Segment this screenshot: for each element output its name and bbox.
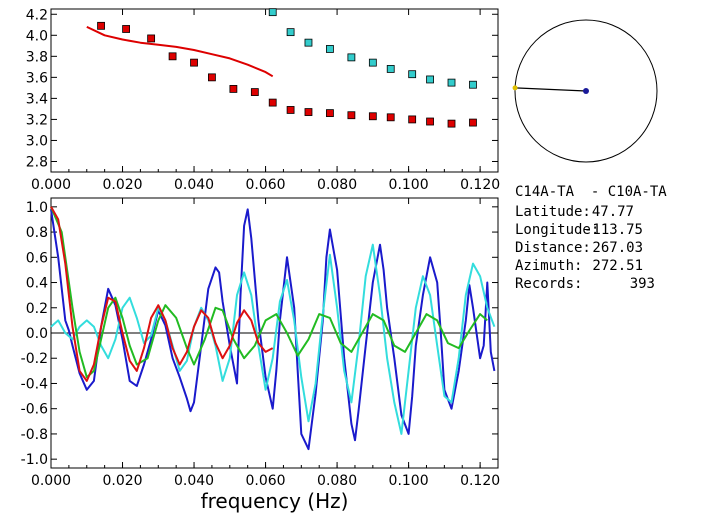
azimuth-line	[515, 87, 587, 92]
info-label: Records:	[515, 276, 583, 292]
info-row-longitude: Longitude: -113.75	[515, 222, 643, 239]
data-point	[147, 34, 156, 43]
data-point	[347, 53, 356, 62]
y-tick-label: 3.6	[26, 70, 48, 86]
y-tick-label: 0.4	[26, 276, 48, 292]
phase-velocity-chart: 0.000 0.020 0.040 0.060 0.080 0.100 0.120 2.8 3.…	[26, 7, 500, 193]
data-point	[268, 98, 277, 107]
data-point	[426, 117, 434, 126]
data-point	[386, 113, 395, 122]
y-tick-label: 3.8	[26, 49, 48, 65]
y-tick-label: -0.4	[21, 376, 48, 392]
data-point	[386, 65, 395, 73]
x-tick-label: 0.040	[174, 177, 214, 193]
info-value: 47.77	[591, 204, 634, 220]
x-tick-label: 0.100	[389, 473, 429, 489]
data-point	[250, 88, 259, 96]
y-tick-label: 3.4	[26, 91, 48, 107]
data-point	[122, 25, 130, 33]
data-point	[304, 108, 313, 116]
y-tick-label: 0.0	[26, 326, 48, 342]
remote-station-marker	[512, 85, 518, 91]
data-point	[229, 85, 238, 93]
info-label: Distance:	[515, 240, 591, 256]
data-point	[408, 70, 417, 79]
y-tick-label: 0.2	[26, 301, 48, 317]
x-tick-label: 0.000	[31, 177, 71, 193]
data-point	[347, 111, 356, 120]
data-point	[208, 73, 216, 82]
data-point	[426, 75, 434, 84]
info-value: 267.03	[592, 240, 643, 256]
series-line	[50, 206, 488, 379]
info-row-records: Records: 393	[515, 276, 655, 293]
data-point	[268, 8, 277, 17]
info-value: 272.51	[592, 258, 643, 274]
info-row-latitude: Latitude: 47.77	[515, 204, 634, 221]
compass-ring	[514, 19, 658, 163]
info-value: 393	[629, 276, 655, 292]
y-tick-label: 4.2	[26, 7, 48, 23]
y-tick-label: -0.8	[21, 427, 48, 443]
y-tick-label: -0.6	[21, 402, 48, 418]
station-marker	[583, 88, 589, 94]
x-axis-label: frequency (Hz)	[201, 489, 349, 513]
info-row-distance: Distance: 267.03	[515, 240, 643, 257]
x-tick-label: 0.020	[102, 177, 142, 193]
x-tick-label: 0.000	[31, 473, 71, 489]
data-point	[326, 45, 334, 53]
x-tick-label: 0.080	[317, 177, 357, 193]
data-point	[190, 58, 198, 67]
x-tick-label: 0.040	[174, 473, 214, 489]
y-tick-label: 4.0	[26, 28, 48, 44]
x-tick-label: 0.120	[460, 177, 500, 193]
data-point	[469, 80, 477, 89]
x-tick-label: 0.020	[102, 473, 142, 489]
y-tick-label: 1.0	[26, 200, 48, 216]
y-tick-label: 3.0	[26, 133, 48, 149]
x-tick-label: 0.060	[246, 473, 286, 489]
x-tick-label: 0.080	[317, 473, 357, 489]
y-tick-label: 3.2	[26, 112, 48, 128]
info-row-azimuth: Azimuth: 272.51	[515, 258, 643, 275]
x-tick-label: 0.060	[246, 177, 286, 193]
data-point	[286, 106, 295, 114]
data-point	[326, 109, 334, 118]
y-tick-label: 0.8	[26, 225, 48, 241]
series-line	[86, 25, 274, 78]
series-line	[50, 206, 274, 382]
data-point	[447, 119, 456, 128]
data-point	[368, 112, 377, 121]
data-point	[408, 115, 417, 124]
plot-frame	[50, 8, 499, 173]
data-point	[469, 118, 477, 127]
y-tick-label: -0.2	[21, 351, 48, 367]
info-label: Latitude:	[515, 204, 591, 220]
correlation-spectrum-chart: 0.000 0.020 0.040 0.060 0.080 0.100 0.120 -1.0 -…	[21, 197, 500, 513]
info-label: Longitude:	[515, 222, 600, 238]
x-tick-label: 0.100	[389, 177, 429, 193]
x-tick-label: 0.120	[460, 473, 500, 489]
y-tick-label: -1.0	[21, 452, 48, 468]
series-line	[50, 243, 496, 435]
data-point	[368, 58, 377, 67]
data-point	[286, 28, 295, 37]
data-point	[304, 38, 313, 47]
info-label: Azimuth:	[515, 258, 583, 274]
station-pair-title: C14A-TA - C10A-TA	[515, 184, 667, 200]
data-point	[447, 78, 456, 87]
y-tick-label: 0.6	[26, 250, 48, 266]
azimuth-compass	[512, 19, 658, 163]
info-value: -113.75	[583, 222, 643, 238]
y-tick-label: 2.8	[26, 154, 48, 170]
data-point	[168, 52, 177, 61]
data-point	[97, 21, 105, 30]
